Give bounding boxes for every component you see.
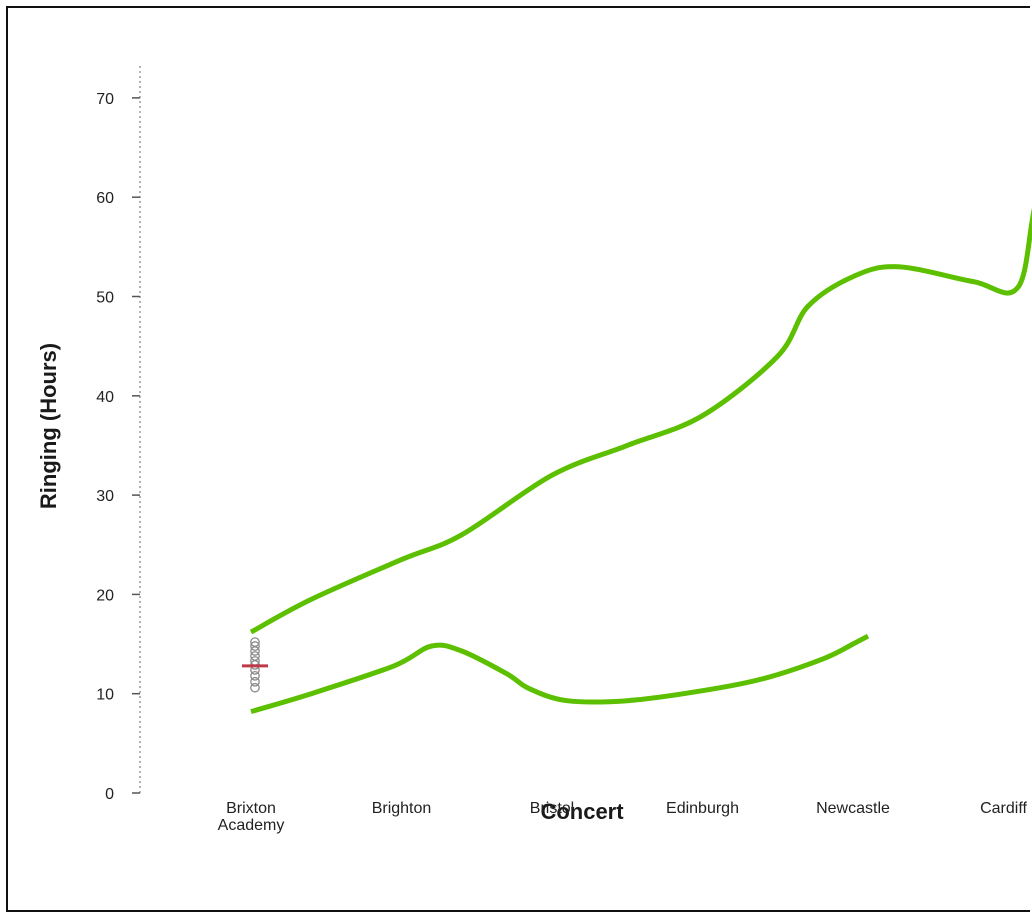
ringing-chart: Ringing (Hours) Concert 0 10 20 30 40 50 60 70 B… <box>36 66 1032 834</box>
y-tick-label: 20 <box>96 587 114 604</box>
x-tick-label: Cardiff <box>980 800 1027 817</box>
y-tick-label: 30 <box>96 488 114 505</box>
x-tick-label-line: Edinburgh <box>666 800 739 817</box>
x-tick-label-line: Cardiff <box>980 800 1027 817</box>
y-tick-label: 70 <box>96 91 114 108</box>
x-tick-label-line: Brighton <box>372 800 432 817</box>
x-tick-label: Bristol <box>530 800 574 817</box>
data-point <box>250 651 260 661</box>
y-tick-label: 40 <box>96 389 114 406</box>
x-axis-title: Concert <box>540 799 624 824</box>
y-tick-label: 60 <box>96 190 114 207</box>
data-point <box>250 676 260 687</box>
x-tick-label-line: Brixton <box>226 800 276 817</box>
y-tick-label: 0 <box>105 786 114 803</box>
y-axis-title: Ringing (Hours) <box>36 343 61 509</box>
x-tick-label-line: Newcastle <box>816 800 890 817</box>
x-tick-label-line: Academy <box>218 817 285 834</box>
chart-frame: Ringing (Hours) Concert 0 10 20 30 40 50 60 70 B… <box>6 6 1032 912</box>
y-tick-label: 50 <box>96 290 114 307</box>
y-tick-label: 10 <box>96 687 114 704</box>
data-point <box>250 682 260 693</box>
series-line-2 <box>250 633 870 714</box>
x-tick-label: Brighton <box>372 800 432 817</box>
data-point <box>250 670 260 681</box>
x-tick-label: Brixton Academy <box>218 800 285 834</box>
data-point <box>250 637 260 647</box>
x-tick-label: Newcastle <box>816 800 890 817</box>
data-point <box>250 641 260 651</box>
series-line-1 <box>249 208 1032 635</box>
x-tick-label-line: Bristol <box>530 800 574 817</box>
x-tick-label: Edinburgh <box>666 800 739 817</box>
